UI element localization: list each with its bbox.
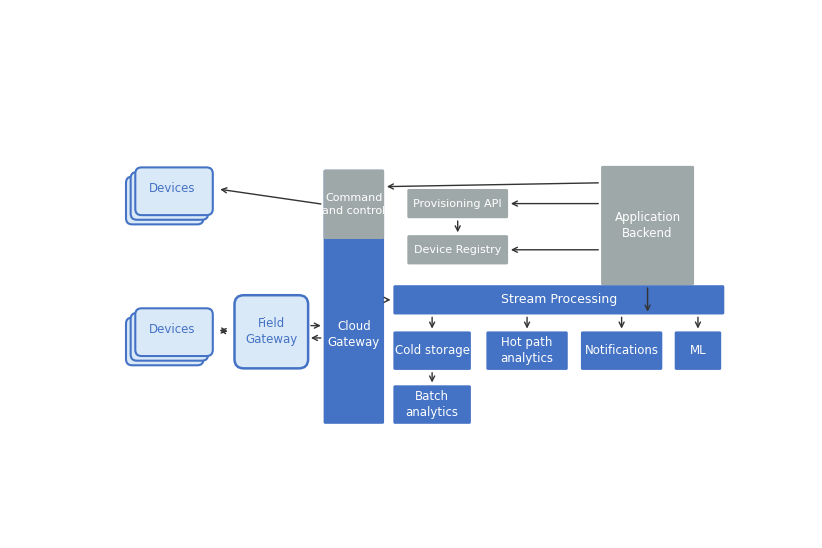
Text: Stream Processing: Stream Processing (501, 293, 617, 306)
FancyBboxPatch shape (601, 166, 694, 285)
Text: Field
Gateway: Field Gateway (245, 317, 298, 346)
FancyBboxPatch shape (324, 170, 384, 424)
FancyBboxPatch shape (408, 235, 508, 265)
Text: Cold storage: Cold storage (395, 344, 469, 357)
FancyBboxPatch shape (136, 167, 213, 215)
FancyBboxPatch shape (126, 176, 204, 224)
Text: Devices: Devices (149, 182, 195, 196)
FancyBboxPatch shape (675, 332, 721, 370)
Text: Provisioning API: Provisioning API (413, 198, 502, 209)
FancyBboxPatch shape (394, 332, 471, 370)
Text: Device Registry: Device Registry (414, 245, 501, 255)
FancyBboxPatch shape (394, 285, 724, 315)
Text: Notifications: Notifications (584, 344, 658, 357)
FancyBboxPatch shape (324, 170, 384, 239)
Text: Cloud
Gateway: Cloud Gateway (328, 321, 380, 350)
Text: Application
Backend: Application Backend (615, 211, 681, 240)
Text: Command
and control: Command and control (322, 193, 386, 215)
Text: Batch
analytics: Batch analytics (405, 390, 459, 419)
Text: Hot path
analytics: Hot path analytics (501, 336, 553, 365)
FancyBboxPatch shape (394, 385, 471, 424)
FancyBboxPatch shape (487, 332, 568, 370)
Text: ML: ML (690, 344, 706, 357)
FancyBboxPatch shape (131, 313, 208, 361)
FancyBboxPatch shape (136, 309, 213, 356)
FancyBboxPatch shape (126, 317, 204, 366)
FancyBboxPatch shape (234, 295, 308, 368)
FancyBboxPatch shape (131, 172, 208, 220)
FancyBboxPatch shape (581, 332, 663, 370)
FancyBboxPatch shape (408, 189, 508, 218)
Text: Devices: Devices (149, 323, 195, 336)
